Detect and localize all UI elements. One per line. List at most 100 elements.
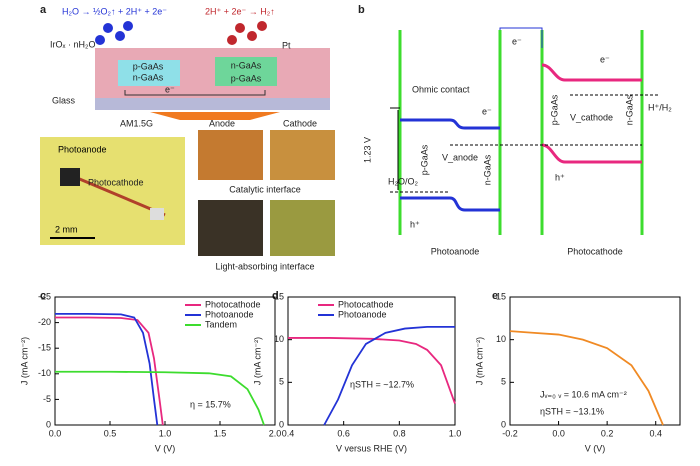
cathode-block (215, 57, 277, 86)
x-tick-label: 1.0 (449, 428, 462, 438)
panel-label: e (492, 290, 498, 302)
diagram-label: p-GaAs (133, 61, 164, 71)
y-tick-label: 10 (274, 334, 284, 344)
x-tick-label: 2.0 (269, 428, 282, 438)
diagram-label: Cathode (283, 118, 317, 128)
diagram-label: Photoanode (431, 246, 480, 256)
chart: -0.2 0.0 0.2 0.4 0 5 10 15 V (V) J (mA cm⁻²) Jᵥ₌₀ … (474, 291, 681, 453)
annotation: η = 15.7% (190, 399, 231, 409)
photo (270, 130, 335, 180)
diagram-label: Photocathode (567, 246, 623, 256)
photoanode-chip (60, 168, 80, 186)
x-axis-label: V (V) (155, 443, 176, 453)
diagram-label: AM1.5G (120, 118, 153, 128)
molecule (247, 31, 257, 41)
y-tick-label: 15 (274, 291, 284, 301)
x-tick-label: 0.2 (601, 428, 614, 438)
diagram-label: Photoanode (58, 144, 107, 154)
line (323, 325, 455, 426)
plot-frame (509, 296, 681, 426)
x-axis-label: V versus RHE (V) (336, 443, 407, 453)
y-tick-label: 5 (501, 377, 506, 387)
diagram-label: Light-absorbing interface (215, 261, 314, 271)
annotation: Jᵥ₌₀ ᵥ = 10.6 mA cm⁻² (540, 389, 627, 399)
molecule (115, 31, 125, 41)
panel-a-art (40, 21, 335, 256)
line (55, 316, 164, 426)
diagram-label: IrOₓ · nH₂O (50, 39, 95, 49)
panel-label: a (40, 4, 47, 16)
plot-frame (287, 296, 456, 426)
diagram-label: H₂O → ½O₂↑ + 2H⁺ + 2e⁻ (62, 6, 167, 16)
diagram-label: p-GaAs (231, 73, 262, 83)
x-tick-label: 0.4 (282, 428, 295, 438)
y-tick-label: -5 (43, 394, 51, 404)
glass (95, 98, 330, 110)
molecule (257, 21, 267, 31)
molecule (235, 23, 245, 33)
y-tick-label: 0 (279, 419, 284, 429)
line (509, 330, 664, 426)
band (541, 63, 642, 82)
x-tick-label: 0.0 (552, 428, 565, 438)
diagram-label: Catalytic interface (229, 184, 301, 194)
molecule (103, 23, 113, 33)
diagram-label: e⁻ (600, 54, 610, 64)
y-axis-label: J (mA cm⁻²) (252, 337, 262, 385)
x-tick-label: 1.0 (159, 428, 172, 438)
diagram-label: Pt (282, 40, 291, 50)
diagram-label: n-GaAs (133, 72, 164, 82)
diagram-label: p-GaAs (549, 94, 559, 125)
y-tick-label: -20 (38, 317, 51, 327)
light (150, 112, 280, 120)
x-tick-label: 0.5 (104, 428, 117, 438)
panel-label: d (272, 290, 279, 302)
diagram-label: 1.23 V (362, 137, 372, 163)
photo-wire (69, 173, 166, 217)
line (288, 337, 456, 404)
y-tick-label: 15 (496, 291, 506, 301)
diagram-label: 2H⁺ + 2e⁻ → H₂↑ (205, 6, 275, 16)
y-tick-label: -25 (38, 291, 51, 301)
diagram-label: e⁻ (482, 106, 492, 116)
panel-label: c (40, 290, 46, 302)
panel-b-art (390, 27, 660, 235)
x-tick-label: 0.6 (337, 428, 350, 438)
x-tick-label: 1.5 (214, 428, 227, 438)
legend-label: Photoanode (338, 309, 387, 319)
diagram-label: H⁺/H₂ (648, 102, 672, 112)
legend-label: Photocathode (205, 299, 261, 309)
diagram-label: e⁻ (512, 36, 522, 46)
x-axis-label: V (V) (585, 443, 606, 453)
diagram-label: V_cathode (570, 112, 613, 122)
circuit (499, 27, 543, 48)
x-tick-label: 0.0 (49, 428, 62, 438)
molecule (95, 35, 105, 45)
legend-label: Tandem (205, 319, 237, 329)
annotation: ηSTH = ~13.1% (540, 406, 604, 416)
diagram-label: h⁺ (410, 219, 420, 229)
diagram-label: p-GaAs (419, 144, 429, 175)
diagram-label: Photocathode (88, 177, 144, 187)
diagram-label: n-GaAs (482, 154, 492, 185)
diagram-label: n-GaAs (231, 60, 262, 70)
band (400, 196, 500, 212)
diagram-label: 2 mm (55, 224, 78, 234)
y-tick-label: -15 (38, 343, 51, 353)
y-axis-label: J (mA cm⁻²) (19, 337, 29, 385)
wire (124, 90, 266, 96)
photo (198, 130, 263, 180)
diagram-label: Glass (52, 95, 76, 105)
chart: 0.4 0.6 0.8 1.0 0 5 10 15 V versus RHE (V) J (mA … (252, 291, 461, 453)
x-tick-label: -0.2 (502, 428, 518, 438)
line (55, 312, 159, 426)
diagram-label: e⁻ (165, 84, 175, 94)
legend-label: Photocathode (338, 299, 394, 309)
diagram-label: V_anode (442, 152, 478, 162)
diagram-label: Ohmic contact (412, 84, 470, 94)
molecule (123, 21, 133, 31)
line (55, 370, 265, 426)
diagram-label: h⁺ (555, 172, 565, 182)
y-tick-label: 10 (496, 334, 506, 344)
